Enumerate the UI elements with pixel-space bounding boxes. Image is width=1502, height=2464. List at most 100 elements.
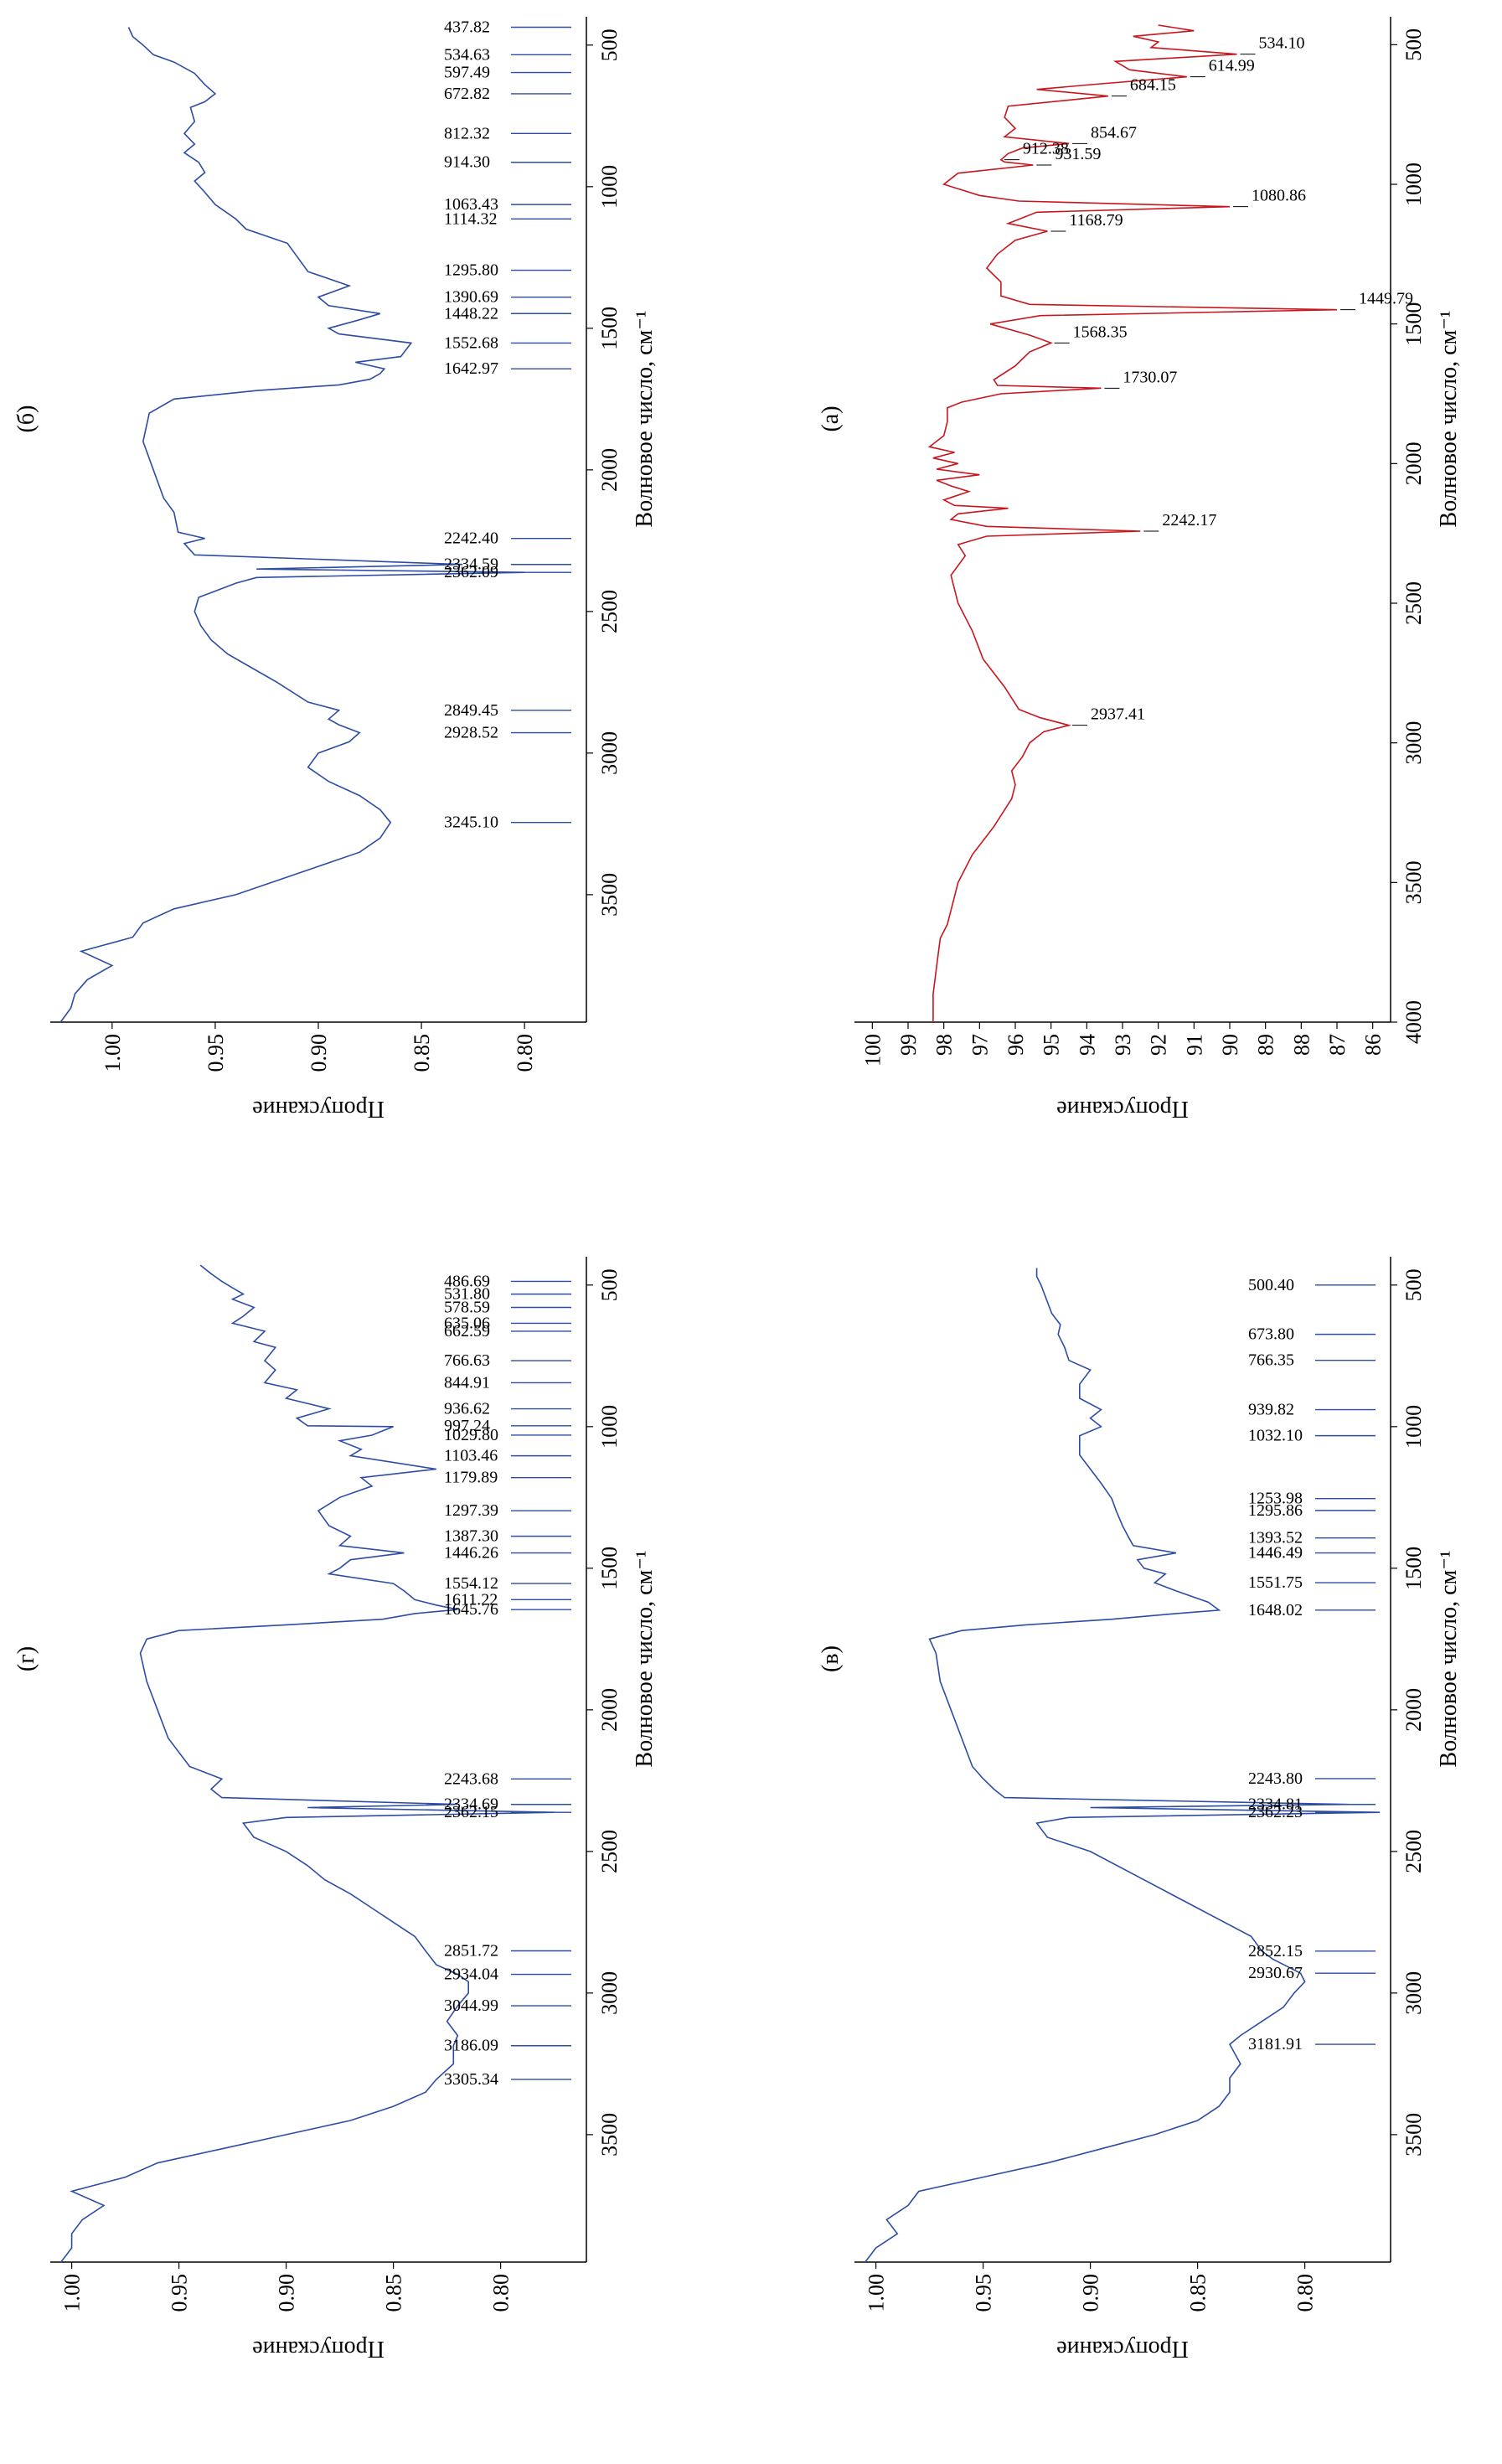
peak-label: 1295.80	[444, 261, 498, 280]
peak-label: 2851.72	[444, 1942, 498, 1960]
peak-label: 912.38	[1023, 140, 1069, 158]
peak-label: 534.10	[1259, 34, 1305, 53]
peak-label: 1295.86	[1248, 1501, 1303, 1520]
peak-label: 614.99	[1209, 57, 1255, 75]
peak-label: 1390.69	[444, 288, 498, 307]
x-tick-label: 2500	[1401, 1830, 1426, 1873]
x-tick-label: 2500	[597, 590, 622, 633]
peak-label: 1449.79	[1359, 290, 1413, 308]
peak-label: 3186.09	[444, 2037, 498, 2055]
y-tick-label: 89	[1254, 1034, 1278, 1056]
peak-label: 939.82	[1248, 1401, 1294, 1419]
peak-label: 1611.22	[444, 1590, 498, 1609]
peak-label: 3245.10	[444, 814, 498, 832]
y-tick-label: 0.80	[489, 2274, 514, 2312]
chart-v: 3500 3000 2500 2000 1500 1000 500 0.80 0.85 0.90 0…	[818, 1257, 1462, 2362]
y-tick-label: 93	[1111, 1034, 1135, 1056]
x-tick-label: 2500	[597, 1830, 622, 1873]
peak-label: 1032.10	[1248, 1427, 1303, 1445]
spectrum-line	[59, 27, 525, 1023]
peak-label: 635.06	[444, 1314, 490, 1332]
peak-label: 1446.26	[444, 1544, 498, 1563]
peak-label: 531.80	[444, 1285, 490, 1304]
y-tick-label: 100	[860, 1034, 885, 1067]
peak-label: 578.59	[444, 1299, 490, 1317]
y-tick-label: 99	[896, 1034, 921, 1056]
x-axis-label: Волновое число, см⁻¹	[1436, 311, 1462, 528]
x-tick-label: 500	[597, 1268, 622, 1301]
x-tick-label: 1000	[597, 165, 622, 209]
peak-label: 2334.59	[444, 555, 498, 574]
x-tick-label: 3000	[1401, 1971, 1426, 2015]
peak-label: 3181.91	[1248, 2035, 1303, 2053]
y-axis-label: Пропускание	[1056, 1096, 1189, 1122]
y-axis-label: Пропускание	[1056, 2336, 1189, 2362]
peak-label: 766.35	[1248, 1351, 1294, 1370]
spectrum-line	[60, 1264, 555, 2263]
x-axis-label: Волновое число, см⁻¹	[632, 311, 658, 528]
peak-label: 1552.68	[444, 333, 498, 352]
y-tick-label: 90	[1218, 1034, 1242, 1056]
x-tick-label: 1500	[597, 307, 622, 350]
x-tick-label: 500	[1401, 28, 1426, 61]
y-tick-label: 0.85	[410, 1034, 434, 1072]
x-axis-label: Волновое число, см⁻¹	[632, 1551, 658, 1768]
y-tick-label: 97	[968, 1034, 992, 1056]
peak-label: 662.59	[444, 1322, 490, 1340]
peak-label: 2362.15	[444, 1803, 498, 1821]
chart-b: 3500 3000 2500 2000 1500 1000 500 0.80 0.85 0.90 0…	[13, 17, 658, 1122]
peak-label: 1179.89	[444, 1469, 498, 1487]
x-tick-label: 2000	[1401, 442, 1426, 485]
y-tick-label: 0.80	[513, 1034, 537, 1072]
x-tick-label: 3000	[597, 1971, 622, 2015]
chart-panel-b: 3500 3000 2500 2000 1500 1000 500 0.80 0.85 0.90 0…	[0, 0, 687, 1131]
x-tick-label: 2000	[597, 448, 622, 492]
y-tick-label: 0.85	[1186, 2274, 1210, 2312]
peak-label: 1642.97	[444, 359, 498, 378]
y-tick-label: 1.00	[865, 2274, 889, 2312]
y-axis-label: Пропускание	[252, 1096, 385, 1122]
chart-panel-a: 4000 3500 3000 2500 2000 1500 1000 500 86 87 88 89 9…	[804, 0, 1491, 1131]
peak-label: 1029.80	[444, 1426, 498, 1444]
peak-label: 3305.34	[444, 2070, 498, 2089]
peak-label: 1448.22	[444, 304, 498, 323]
chart-a: 4000 3500 3000 2500 2000 1500 1000 500 86 87 88 89 9…	[818, 17, 1462, 1122]
peak-label: 931.59	[1055, 145, 1101, 163]
peak-label: 1551.75	[1248, 1573, 1303, 1592]
x-axis-label: Волновое число, см⁻¹	[1436, 1551, 1462, 1768]
x-tick-label: 4000	[1401, 1000, 1426, 1044]
chart-panel-g: 3500 3000 2500 2000 1500 1000 500 0.80 0.85 0.90 0…	[0, 1240, 687, 2371]
peak-label: 597.49	[444, 64, 490, 82]
x-tick-label: 500	[1401, 1268, 1426, 1301]
peak-label: 936.62	[444, 1400, 490, 1418]
y-tick-label: 0.80	[1293, 2274, 1318, 2312]
y-axis-label: Пропускание	[252, 2336, 385, 2362]
y-tick-label: 1.00	[101, 1034, 125, 1072]
peak-label: 1063.43	[444, 195, 498, 214]
y-tick-label: 87	[1325, 1034, 1350, 1056]
y-tick-label: 86	[1361, 1034, 1386, 1056]
peak-label: 2852.15	[1248, 1942, 1303, 1960]
peak-label: 812.32	[444, 124, 490, 142]
peak-label: 672.82	[444, 85, 490, 103]
peak-label: 2934.04	[444, 1966, 498, 1984]
peak-label: 2243.68	[444, 1769, 498, 1788]
x-tick-label: 1500	[597, 1547, 622, 1590]
peak-label: 1393.52	[1248, 1529, 1303, 1547]
x-tick-label: 3500	[1401, 860, 1426, 904]
peak-label: 1554.12	[444, 1574, 498, 1593]
y-tick-label: 92	[1147, 1034, 1171, 1056]
peak-label: 3044.99	[444, 1997, 498, 2015]
peak-label: 500.40	[1248, 1276, 1294, 1294]
y-tick-label: 95	[1040, 1034, 1064, 1056]
peak-label: 2362.09	[444, 563, 498, 581]
x-tick-label: 3500	[1401, 2113, 1426, 2157]
peak-label: 437.82	[444, 18, 490, 37]
y-tick-label: 0.85	[382, 2274, 406, 2312]
chart-g: 3500 3000 2500 2000 1500 1000 500 0.80 0.85 0.90 0…	[13, 1257, 658, 2362]
panel-label: (а)	[818, 406, 844, 431]
x-tick-label: 1500	[1401, 1547, 1426, 1590]
y-tick-label: 0.90	[1079, 2274, 1103, 2312]
panel-label: (в)	[818, 1645, 844, 1672]
y-tick-label: 91	[1182, 1034, 1206, 1056]
